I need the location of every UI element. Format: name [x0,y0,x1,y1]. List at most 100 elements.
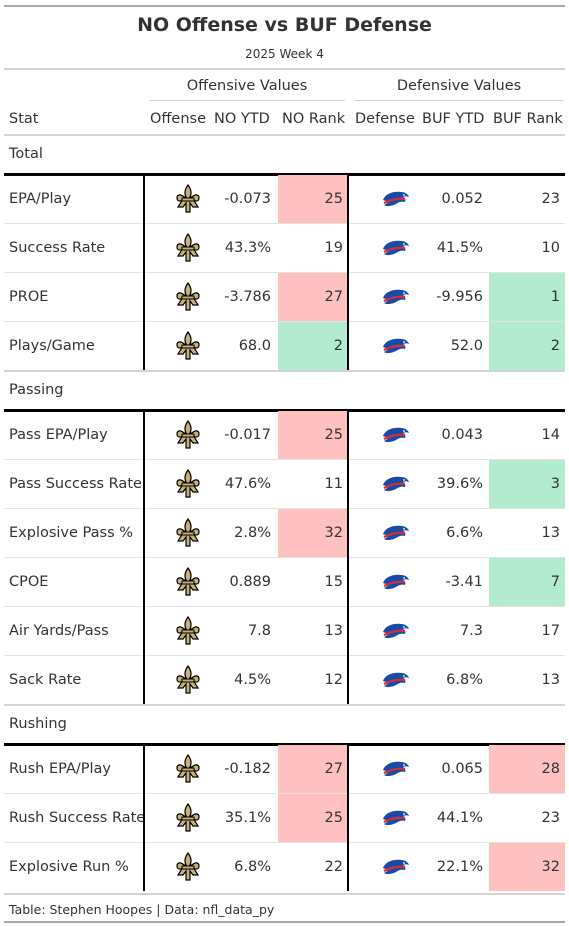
saints-logo-icon [175,851,201,886]
off-ytd-value: 47.6% [224,476,271,492]
offensive-spanner-line [150,100,345,101]
def-ytd-value: 22.1% [436,859,483,875]
bottom-rule [4,921,565,923]
stat-name: Explosive Pass % [9,525,134,541]
stat-name: Rush EPA/Play [9,761,111,777]
off-rank-value: 25 [324,191,343,207]
def-rank-value: 7 [550,574,560,590]
offense-right-border [347,744,349,891]
off-rank-value: 27 [324,761,343,777]
bills-logo-icon [381,188,411,214]
def-rank-highlight [489,273,565,321]
def-ytd-value: 52.0 [450,338,483,354]
col-header-def-rank: BUF Rank [493,111,563,127]
def-ytd-value: -9.956 [436,289,483,305]
off-rank-value: 32 [324,525,343,541]
bills-logo-icon [381,620,411,646]
col-header-defense: Defense [355,111,415,127]
offense-right-border [347,410,349,704]
group-label: Rushing [9,716,67,732]
saints-logo-icon [175,232,201,267]
saints-logo-icon [175,802,201,837]
def-ytd-value: 6.8% [446,672,483,688]
saints-logo-icon [175,753,201,788]
def-rank-highlight [489,322,565,370]
def-rank-value: 23 [541,191,560,207]
table-row: PROE -3.786 27 -9.956 1 [4,273,565,322]
off-rank-highlight [278,322,348,370]
offense-left-border [143,174,145,370]
def-ytd-value: 6.6% [446,525,483,541]
table-row: Explosive Pass % 2.8% 32 6.6% 13 [4,509,565,558]
def-rank-highlight [489,460,565,508]
defensive-spanner-line [354,100,564,101]
off-ytd-value: 0.889 [229,574,271,590]
off-rank-value: 22 [324,859,343,875]
off-ytd-value: 35.1% [224,810,271,826]
col-header-offense: Offense [150,111,206,127]
off-rank-highlight [278,509,348,557]
def-rank-value: 17 [541,623,560,639]
bills-logo-icon [381,669,411,695]
def-ytd-value: 44.1% [436,810,483,826]
off-rank-value: 15 [324,574,343,590]
stat-name: EPA/Play [9,191,72,207]
stat-name: CPOE [9,574,49,590]
stat-name: Sack Rate [9,672,82,688]
def-rank-value: 13 [541,672,560,688]
def-rank-highlight [489,745,565,793]
table-title: NO Offense vs BUF Defense [137,14,432,36]
col-header-off-rank: NO Rank [282,111,346,127]
table-row: Success Rate 43.3% 19 41.5% 10 [4,224,565,273]
def-ytd-value: 41.5% [436,240,483,256]
table-row: Rush Success Rate 35.1% 25 44.1% 23 [4,794,565,843]
offense-left-border [143,744,145,891]
header-top-rule [4,68,565,70]
off-rank-value: 13 [324,623,343,639]
bills-logo-icon [381,856,411,882]
off-ytd-value: 43.3% [224,240,271,256]
group-end-rule [4,370,565,372]
row-divider [4,655,565,656]
group-divider [4,173,565,176]
stat-name: PROE [9,289,49,305]
table-row: EPA/Play -0.073 25 0.052 23 [4,175,565,224]
off-rank-value: 25 [324,427,343,443]
off-ytd-value: 68.0 [238,338,271,354]
off-rank-value: 25 [324,810,343,826]
def-rank-value: 23 [541,810,560,826]
table-row: Air Yards/Pass 7.8 13 7.3 17 [4,607,565,656]
table-row: Explosive Run % 6.8% 22 22.1% 32 [4,843,565,892]
def-ytd-value: 0.065 [441,761,483,777]
saints-logo-icon [175,664,201,699]
def-rank-highlight [489,558,565,606]
stat-name: Pass EPA/Play [9,427,108,443]
group-divider [4,409,565,412]
stat-name: Success Rate [9,240,106,256]
row-divider [4,223,565,224]
off-rank-highlight [278,411,348,459]
row-divider [4,842,565,843]
def-rank-value: 3 [550,476,560,492]
col-header-off-ytd: NO YTD [214,111,270,127]
def-rank-value: 13 [541,525,560,541]
saints-logo-icon [175,566,201,601]
row-divider [4,606,565,607]
stat-name: Rush Success Rate [9,810,146,826]
def-rank-value: 32 [541,859,560,875]
off-rank-value: 11 [324,476,343,492]
table-row: Rush EPA/Play -0.182 27 0.065 28 [4,745,565,794]
saints-logo-icon [175,468,201,503]
offense-right-border [347,174,349,370]
off-rank-value: 2 [333,338,343,354]
group-label: Passing [9,382,64,398]
row-divider [4,321,565,322]
bills-logo-icon [381,473,411,499]
bills-logo-icon [381,424,411,450]
stat-name: Plays/Game [9,338,95,354]
table-row: CPOE 0.889 15 -3.41 7 [4,558,565,607]
table-row: Pass EPA/Play -0.017 25 0.043 14 [4,411,565,460]
bills-logo-icon [381,237,411,263]
def-rank-highlight [489,843,565,891]
